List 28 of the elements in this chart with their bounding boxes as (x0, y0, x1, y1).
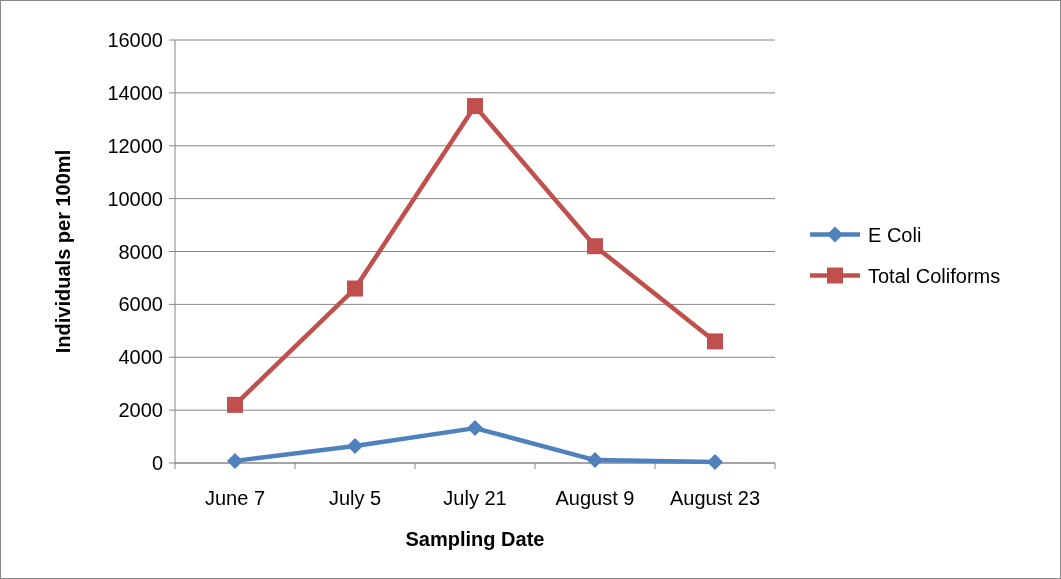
point (347, 280, 363, 297)
x-tick-label: August 9 (555, 487, 635, 509)
y-tick-label: 12000 (107, 134, 163, 157)
point (227, 396, 243, 413)
y-tick-label: 16000 (107, 29, 163, 51)
point (467, 98, 483, 115)
x-tick-label: July 5 (328, 487, 382, 509)
point (587, 452, 603, 469)
point (707, 333, 723, 350)
y-axis-title: Individuals per 100ml (52, 149, 74, 354)
y-tick-label: 4000 (118, 346, 163, 369)
y-tick-label: 6000 (118, 293, 163, 316)
point (227, 452, 243, 469)
x-tick-label: August 23 (669, 487, 761, 509)
x-tick-label: June 7 (204, 487, 266, 509)
x-tick-label: July 21 (443, 487, 507, 509)
legend-label: E Coli (868, 223, 922, 246)
legend-label: Total Coliforms (868, 264, 1001, 287)
point (347, 438, 363, 455)
y-tick-label: 8000 (118, 240, 163, 263)
point (707, 453, 723, 470)
y-tick-label: 0 (151, 452, 163, 474)
x-axis-title: Sampling Date (405, 528, 545, 550)
y-tick-label: 2000 (118, 399, 163, 422)
point (467, 420, 483, 437)
point (587, 238, 603, 255)
y-tick-label: 10000 (107, 187, 163, 210)
y-tick-label: 14000 (107, 81, 163, 104)
